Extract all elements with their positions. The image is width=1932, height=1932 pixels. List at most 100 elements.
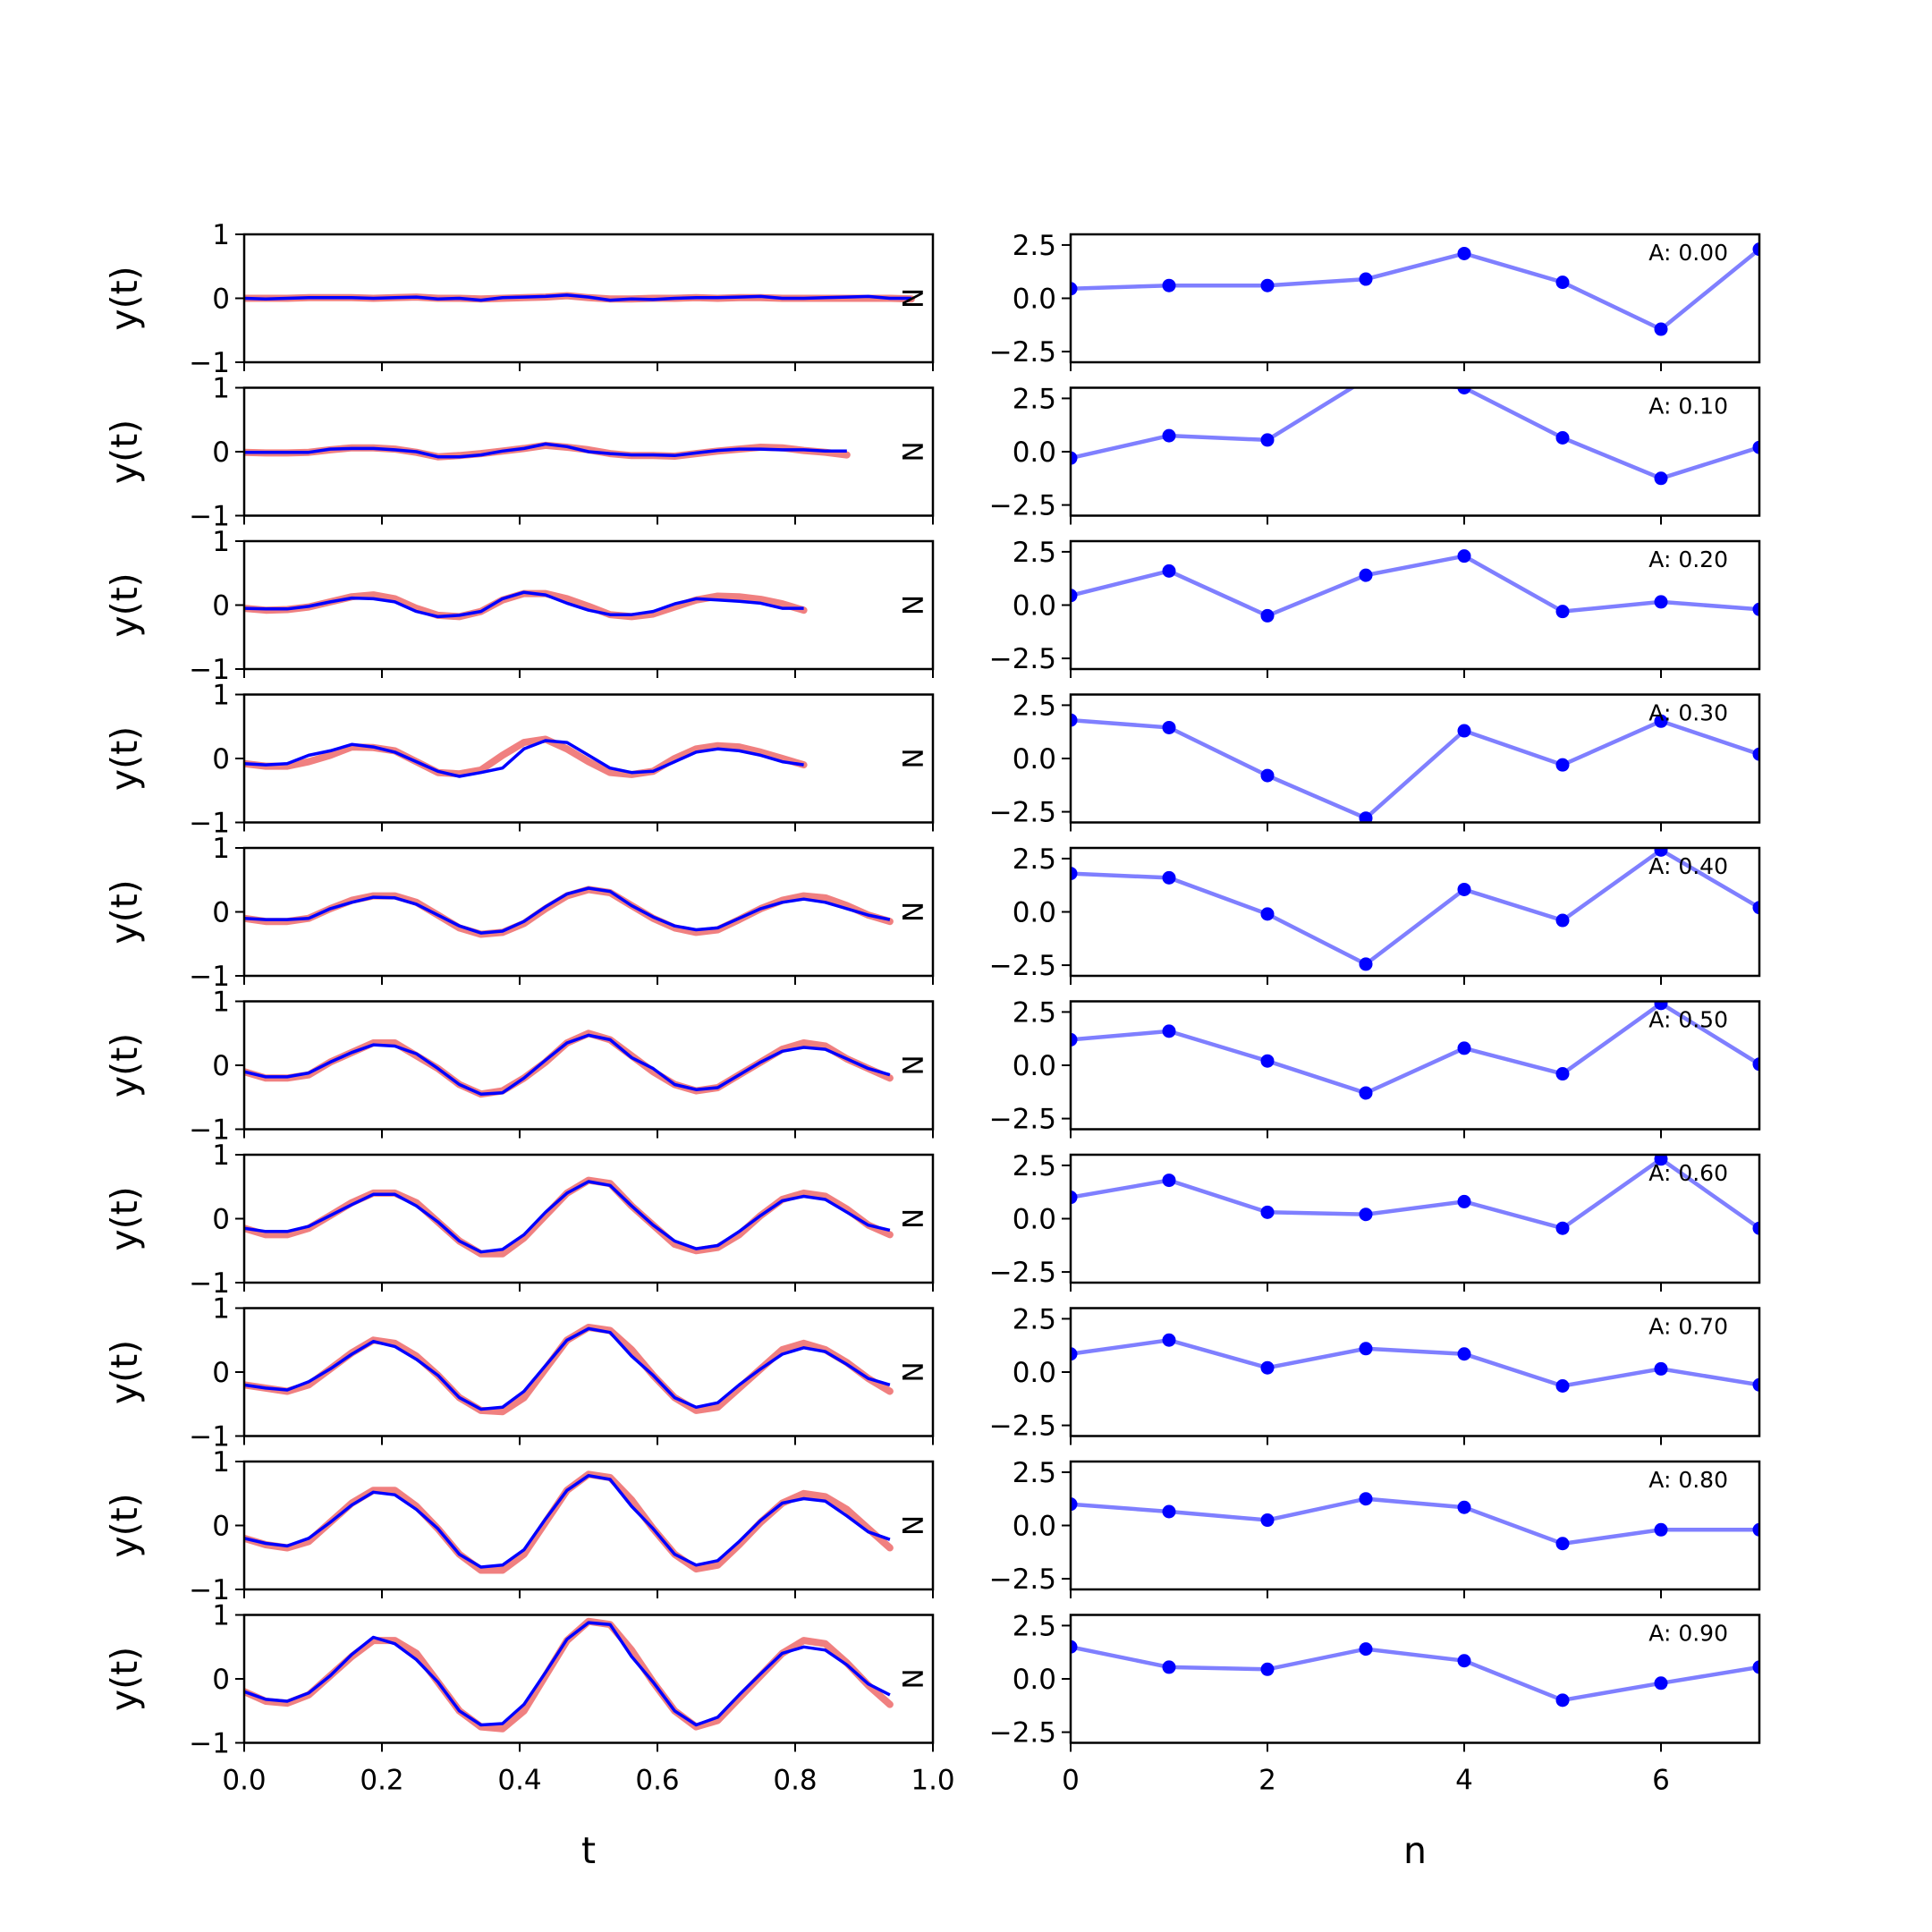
y-tick-label: 1: [212, 987, 230, 1019]
y-tick-label: −1: [189, 1421, 230, 1453]
axes-frame: [242, 1000, 935, 1131]
y-tick-label: 1: [212, 833, 230, 865]
y-tick-label: 2.5: [1013, 843, 1056, 876]
amplitude-annotation: A: 0.70: [1648, 1314, 1728, 1340]
coefficient-point: [1457, 1654, 1471, 1668]
y-tick-label: 0.0: [1013, 284, 1056, 316]
series-lines: [244, 1470, 894, 1574]
coefficient-point: [1654, 595, 1668, 609]
y-tick-label: 0.0: [1013, 1511, 1056, 1543]
coefficient-point: [1260, 608, 1275, 623]
y-tick-label: 0: [212, 897, 230, 929]
coefficient-point: [1162, 720, 1176, 734]
coefficient-point: [1071, 451, 1078, 465]
coefficient-point: [1654, 1676, 1668, 1690]
y-tick-label: 0.0: [1013, 1357, 1056, 1389]
time-series-panel: 1 0 −1 y(t) N: [103, 680, 935, 840]
noisy-signal-line: [244, 441, 851, 461]
series-lines: [244, 886, 894, 938]
y-tick-label: −2.5: [989, 1104, 1056, 1136]
coefficient-point: [1752, 242, 1759, 257]
coefficient-series: [1071, 372, 1759, 486]
y-tick-label: 0: [212, 1204, 230, 1236]
x-tick-label: 1.0: [911, 1765, 954, 1797]
axes-frame: [242, 846, 935, 978]
y-tick-label: −2.5: [989, 797, 1056, 829]
y-axis-label: y(t): [103, 1647, 146, 1711]
amplitude-annotation: A: 0.90: [1648, 1621, 1728, 1647]
coefficient-point: [1555, 605, 1570, 619]
x-tick-label: 0.0: [222, 1765, 266, 1797]
coefficient-line: [1071, 387, 1759, 481]
amplitude-annotation: A: 0.00: [1648, 240, 1728, 266]
edge-label: N: [895, 441, 928, 462]
coefficient-point: [1359, 568, 1373, 582]
coefficient-point: [1071, 1640, 1078, 1654]
amplitude-annotation: A: 0.10: [1648, 394, 1728, 419]
clean-signal-line: [244, 1326, 891, 1411]
y-tick-label: 1: [212, 373, 230, 405]
edge-label: N: [895, 902, 928, 922]
coefficient-point: [1162, 1504, 1176, 1519]
y-axis-label: y(t): [103, 419, 146, 484]
x-axis-label: t: [581, 1829, 596, 1872]
y-tick-label: 0.0: [1013, 590, 1056, 623]
amplitude-annotation: A: 0.80: [1648, 1467, 1728, 1493]
coefficient-point: [1360, 372, 1373, 386]
coefficient-point: [1555, 1067, 1570, 1081]
coefficient-point: [1260, 1360, 1275, 1375]
coefficient-line: [1071, 848, 1759, 967]
amplitude-annotation: A: 0.30: [1648, 700, 1728, 726]
clean-signal-line: [244, 590, 804, 619]
coefficient-point: [1555, 1378, 1570, 1393]
coefficient-point: [1260, 278, 1275, 292]
time-series-panel: 1 0 −1 y(t) N: [103, 219, 935, 379]
y-tick-label: 2.5: [1013, 1150, 1056, 1182]
amplitude-annotation: A: 0.50: [1648, 1007, 1728, 1033]
y-tick-label: −1: [189, 1114, 230, 1147]
y-tick-label: 0.0: [1013, 743, 1056, 775]
x-tick-label: 0.2: [360, 1765, 403, 1797]
coefficient-point: [1555, 758, 1570, 772]
amplitude-annotation: A: 0.20: [1648, 547, 1728, 572]
noisy-signal-line: [244, 886, 894, 938]
y-axis-label: y(t): [103, 1033, 146, 1097]
x-tick-label: 0.8: [773, 1765, 817, 1797]
y-tick-label: −2.5: [989, 1563, 1056, 1596]
coefficient-point: [1457, 1194, 1471, 1208]
y-axis-label: y(t): [103, 1340, 146, 1404]
coefficient-point: [1162, 1660, 1176, 1674]
coefficient-point: [1555, 913, 1570, 928]
y-tick-label: 1: [212, 1600, 230, 1632]
series-lines: [244, 441, 851, 461]
edge-label: N: [895, 1668, 928, 1689]
coefficient-line: [1071, 1001, 1759, 1096]
coefficient-point: [1162, 1333, 1176, 1347]
coefficient-point: [1752, 1221, 1759, 1235]
clean-signal-line: [244, 442, 847, 459]
clean-signal-line: [244, 1621, 891, 1727]
clean-signal-line: [244, 293, 911, 302]
coefficient-panel: 2.5 0.0 −2.5 A: 0.40: [989, 843, 1761, 985]
coefficient-series: [1071, 1001, 1759, 1100]
coefficient-point: [1555, 431, 1570, 445]
edge-label: N: [895, 595, 928, 615]
coefficient-point: [1457, 549, 1471, 564]
edge-label: N: [895, 1361, 928, 1382]
coefficient-line: [1071, 1645, 1759, 1703]
y-tick-label: −2.5: [989, 1411, 1056, 1443]
time-series-panel: 1 0 −1 y(t) N: [103, 1446, 935, 1606]
y-axis-label: y(t): [103, 572, 146, 637]
coefficient-point: [1457, 1041, 1471, 1055]
x-axis-label: n: [1403, 1829, 1427, 1872]
coefficient-point: [1071, 1032, 1078, 1046]
coefficient-point: [1359, 1342, 1373, 1356]
coefficient-point: [1654, 1522, 1668, 1537]
coefficient-point: [1359, 811, 1373, 823]
coefficient-panel: 2.5 0.0 −2.5 A: 0.50: [989, 996, 1761, 1139]
noisy-signal-line: [244, 589, 808, 621]
y-tick-label: −1: [189, 347, 230, 379]
clean-signal-line: [244, 886, 891, 935]
y-tick-label: 1: [212, 1293, 230, 1326]
